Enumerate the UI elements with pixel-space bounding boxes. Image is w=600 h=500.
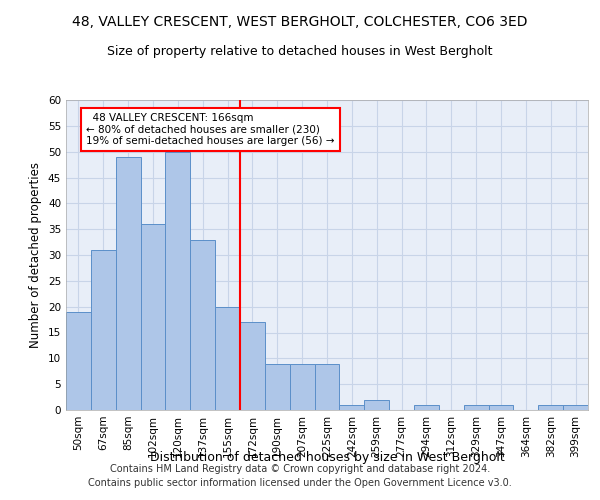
Bar — [190, 240, 215, 410]
Bar — [140, 224, 166, 410]
Bar — [240, 322, 265, 410]
Bar — [116, 157, 140, 410]
Bar — [364, 400, 389, 410]
Bar — [538, 405, 563, 410]
Bar — [464, 405, 488, 410]
Bar — [414, 405, 439, 410]
Bar — [166, 152, 190, 410]
Bar — [314, 364, 340, 410]
Text: Distribution of detached houses by size in West Bergholt: Distribution of detached houses by size … — [149, 451, 505, 464]
Bar — [290, 364, 314, 410]
Text: Size of property relative to detached houses in West Bergholt: Size of property relative to detached ho… — [107, 45, 493, 58]
Text: 48, VALLEY CRESCENT, WEST BERGHOLT, COLCHESTER, CO6 3ED: 48, VALLEY CRESCENT, WEST BERGHOLT, COLC… — [72, 15, 528, 29]
Bar — [563, 405, 588, 410]
Y-axis label: Number of detached properties: Number of detached properties — [29, 162, 43, 348]
Bar — [215, 306, 240, 410]
Bar — [340, 405, 364, 410]
Bar — [488, 405, 514, 410]
Bar — [91, 250, 116, 410]
Text: Contains HM Land Registry data © Crown copyright and database right 2024.
Contai: Contains HM Land Registry data © Crown c… — [88, 464, 512, 487]
Bar — [265, 364, 290, 410]
Bar — [66, 312, 91, 410]
Text: 48 VALLEY CRESCENT: 166sqm
← 80% of detached houses are smaller (230)
19% of sem: 48 VALLEY CRESCENT: 166sqm ← 80% of deta… — [86, 113, 334, 146]
